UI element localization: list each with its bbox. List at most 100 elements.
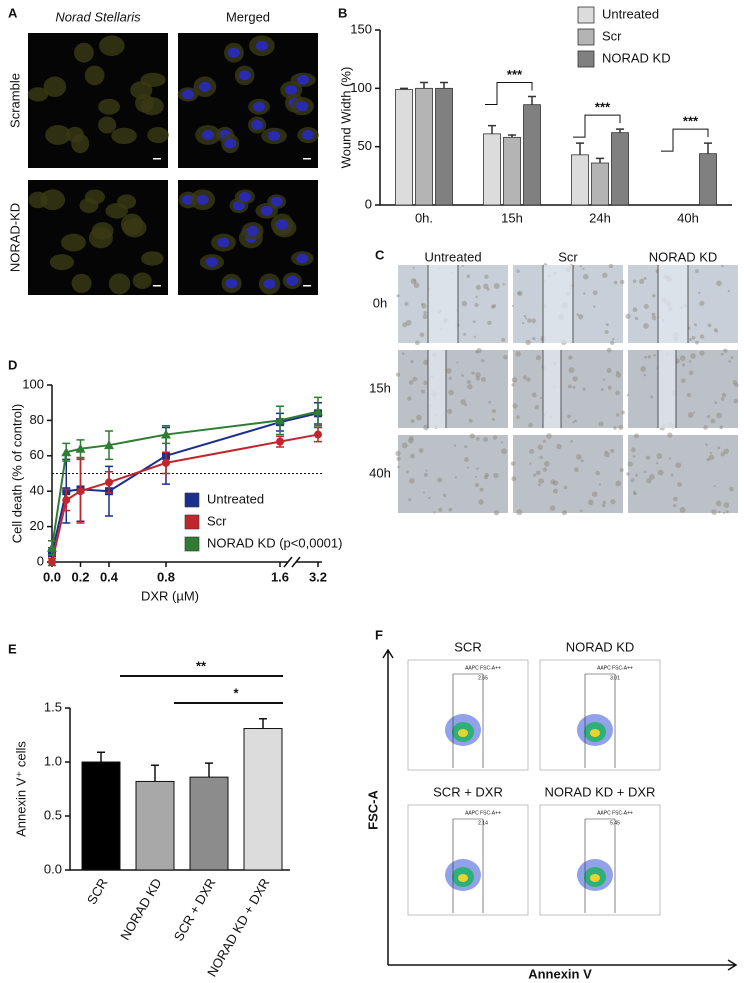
texture xyxy=(640,366,647,372)
texture xyxy=(475,371,481,378)
wound-image xyxy=(513,435,623,513)
texture xyxy=(610,448,615,453)
texture xyxy=(572,385,576,389)
gate-label: AAPC FSC-A++ xyxy=(597,665,633,671)
row-label: NORAD-KD xyxy=(7,203,22,272)
nucleus xyxy=(263,278,276,289)
significance: *** xyxy=(595,100,611,115)
nucleus xyxy=(238,70,251,81)
legend-swatch xyxy=(184,536,200,552)
legend-label: Scr xyxy=(602,28,622,43)
texture xyxy=(627,461,633,467)
texture xyxy=(567,384,572,389)
cell xyxy=(84,65,105,86)
texture xyxy=(607,385,612,390)
texture xyxy=(653,353,656,357)
wound-gap xyxy=(543,350,561,428)
texture xyxy=(416,414,422,421)
texture xyxy=(639,278,645,284)
error-bar xyxy=(420,81,428,89)
texture xyxy=(466,466,470,469)
texture xyxy=(626,393,630,397)
texture xyxy=(668,457,672,460)
texture xyxy=(475,475,478,478)
y-tick-label: 0 xyxy=(37,553,44,568)
y-tick-label: 0.0 xyxy=(44,861,62,876)
texture xyxy=(476,467,479,470)
texture xyxy=(474,302,479,308)
texture xyxy=(537,444,543,450)
scale-bar xyxy=(153,158,161,160)
bar xyxy=(189,776,229,871)
texture xyxy=(401,442,408,449)
texture xyxy=(729,486,734,492)
texture xyxy=(587,499,594,506)
texture xyxy=(413,282,420,289)
texture xyxy=(643,276,647,281)
texture xyxy=(409,478,415,484)
bar xyxy=(135,780,175,871)
plot-title: NORAD KD xyxy=(566,639,635,654)
texture xyxy=(604,329,609,335)
nucleus xyxy=(202,129,215,140)
texture xyxy=(448,376,452,380)
wound-gap xyxy=(428,265,458,343)
texture xyxy=(468,418,473,423)
texture xyxy=(528,422,533,428)
texture xyxy=(598,421,604,427)
texture xyxy=(583,292,586,295)
column-header: Merged xyxy=(226,9,270,24)
texture xyxy=(425,469,428,472)
texture xyxy=(717,446,721,450)
texture xyxy=(720,352,724,356)
y-tick-label: 0 xyxy=(365,196,372,211)
texture xyxy=(715,500,722,507)
row-label: 15h xyxy=(369,380,391,395)
error-bar xyxy=(488,124,496,134)
texture xyxy=(727,289,731,293)
texture xyxy=(643,470,647,474)
error-bar xyxy=(616,128,624,133)
texture xyxy=(419,332,425,338)
texture xyxy=(563,485,568,490)
density xyxy=(458,729,468,737)
texture xyxy=(723,448,729,455)
error-bar xyxy=(151,764,159,782)
texture xyxy=(525,339,531,346)
texture xyxy=(721,392,727,398)
texture xyxy=(471,371,475,375)
texture xyxy=(408,498,412,502)
bar xyxy=(571,154,589,206)
texture xyxy=(608,263,614,269)
texture xyxy=(670,473,674,477)
texture xyxy=(734,382,739,388)
cell xyxy=(84,189,105,205)
texture xyxy=(574,419,577,423)
significance-bracket xyxy=(485,82,533,105)
cell xyxy=(105,203,128,219)
texture xyxy=(730,356,734,360)
texture xyxy=(529,462,532,465)
cell xyxy=(140,72,166,87)
texture xyxy=(705,443,708,446)
x-tick-label: NORAD KD xyxy=(117,876,164,943)
texture xyxy=(538,478,545,484)
texture xyxy=(409,435,414,441)
cell xyxy=(120,213,144,236)
texture xyxy=(656,453,663,459)
gate-value: 5.45 xyxy=(610,820,620,826)
legend-label: NORAD KD (p<0,0001) xyxy=(207,535,342,550)
cell xyxy=(98,98,120,115)
cell xyxy=(140,97,164,116)
texture xyxy=(522,375,528,380)
texture xyxy=(690,353,696,359)
x-tick-label: 0.4 xyxy=(100,569,119,584)
texture xyxy=(556,443,562,450)
texture xyxy=(467,384,473,390)
texture xyxy=(693,411,696,414)
texture xyxy=(396,456,401,461)
texture xyxy=(526,377,531,382)
plot-title: SCR xyxy=(454,639,481,654)
point xyxy=(62,496,71,505)
